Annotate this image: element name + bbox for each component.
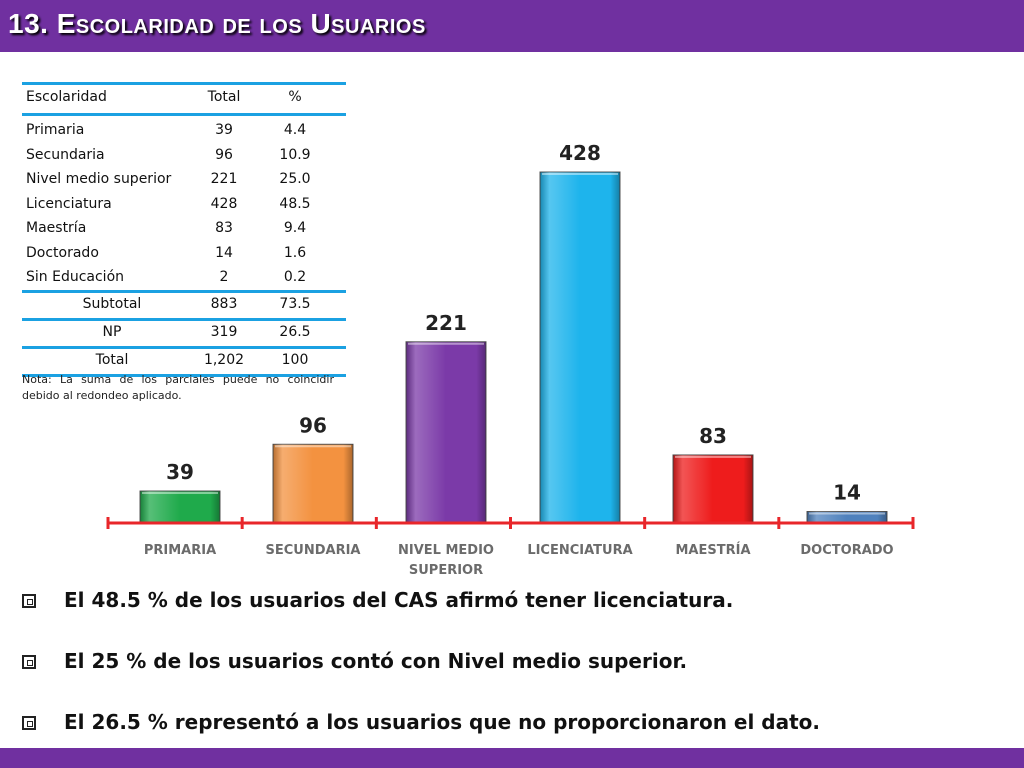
- table-cell-label: Doctorado: [26, 244, 99, 261]
- bar-bevel: [673, 454, 753, 523]
- bar-highlight: [142, 492, 218, 495]
- data-label: 39: [166, 460, 194, 484]
- table-cell-pct: 100: [281, 351, 309, 368]
- page-title: 13. Escolaridad de los Usuarios: [8, 8, 426, 39]
- bar-chart: 39 PRIMARIA 96 SECUNDARIA 221 NIVEL MEDIO SUPE…: [106, 141, 915, 578]
- bottom-bar: [0, 748, 1024, 768]
- table-cell-pct: 26.5: [279, 323, 311, 340]
- table-cell-pct: 73.5: [279, 295, 311, 312]
- table-summary-row: NP 319 26.5: [22, 317, 346, 346]
- table-cell-total: 14: [215, 244, 233, 261]
- category-label: DOCTORADO: [800, 543, 893, 558]
- table-cell-total: 319: [210, 323, 238, 340]
- table-row: Licenciatura 428 48.5: [22, 192, 346, 217]
- bar-highlight: [542, 173, 618, 175]
- table-row: Maestría 83 9.4: [22, 216, 346, 241]
- table-row: Secundaria 96 10.9: [22, 143, 346, 168]
- table-cell-total: 428: [210, 195, 238, 212]
- bullet-text: El 25 % de los usuarios contó con Nivel …: [64, 649, 688, 673]
- table-cell-label: Maestría: [26, 220, 87, 236]
- table-header-percent: %: [288, 89, 302, 105]
- data-label: 96: [299, 413, 327, 437]
- bar-bevel: [140, 491, 220, 523]
- table-cell-total: 2: [219, 269, 229, 285]
- table-cell-total: 39: [215, 122, 233, 138]
- education-table: Escolaridad Total % Primaria 39 4.4 Secu…: [22, 82, 346, 377]
- data-label: 83: [699, 424, 727, 448]
- table-cell-label: Subtotal: [82, 295, 142, 312]
- table-cell-total: 1,202: [203, 351, 245, 368]
- table-cell-pct: 25.0: [279, 171, 311, 187]
- category-label: MAESTRÍA: [675, 542, 750, 558]
- title-bar: 13. Escolaridad de los Usuarios: [0, 0, 1024, 52]
- bar-bevel: [807, 511, 887, 523]
- table-header-total: Total: [207, 89, 241, 105]
- table-note: Nota: La suma de los parciales puede no …: [22, 373, 334, 402]
- table-cell-label: Primaria: [26, 122, 85, 138]
- checkbox-bullet-icon: [22, 716, 36, 730]
- category-label: PRIMARIA: [144, 543, 216, 558]
- table-cell-label: Secundaria: [26, 146, 105, 163]
- table-header-escolaridad: Escolaridad: [26, 89, 107, 105]
- bar-bevel: [406, 341, 486, 523]
- checkbox-bullet-icon: [22, 594, 36, 608]
- table-summary-row: Total 1,202 100: [22, 345, 346, 377]
- data-label: 14: [833, 481, 861, 505]
- checkbox-bullet-icon: [22, 655, 36, 669]
- table-cell-pct: 1.6: [283, 244, 307, 261]
- bar-highlight: [809, 512, 885, 515]
- table-cell-pct: 9.4: [283, 220, 307, 236]
- table-cell-total: 96: [215, 146, 233, 163]
- table-cell-pct: 0.2: [283, 269, 307, 285]
- category-label: LICENCIATURA: [527, 543, 632, 558]
- table-cell-pct: 4.4: [283, 122, 307, 138]
- table-cell-total: 883: [210, 295, 238, 312]
- bar-highlight: [675, 455, 751, 458]
- bullet-text: El 48.5 % de los usuarios del CAS afirmó…: [64, 588, 734, 612]
- table-cell-pct: 10.9: [279, 146, 311, 163]
- bar-highlight: [275, 445, 351, 448]
- category-label: SECUNDARIA: [266, 543, 361, 558]
- bullet-text: El 26.5 % representó a los usuarios que …: [64, 710, 821, 734]
- table-cell-label: Licenciatura: [26, 195, 112, 212]
- table-cell-label: NP: [102, 323, 122, 340]
- table-cell-label: Nivel medio superior: [26, 171, 172, 187]
- table-row: Primaria 39 4.4: [22, 118, 346, 143]
- table-summary-row: Subtotal 883 73.5: [22, 289, 346, 318]
- data-label: 221: [425, 311, 467, 335]
- data-label: 428: [559, 141, 601, 165]
- bar-highlight: [408, 342, 484, 345]
- table-cell-pct: 48.5: [279, 195, 311, 212]
- bar-bevel: [273, 444, 353, 523]
- table-cell-label: Total: [95, 351, 129, 368]
- table-cell-label: Sin Educación: [26, 269, 125, 285]
- category-label: SUPERIOR: [409, 563, 483, 578]
- table-row: Nivel medio superior 221 25.0: [22, 167, 346, 192]
- table-cell-total: 221: [210, 171, 238, 187]
- table-header-row: Escolaridad Total %: [22, 82, 346, 116]
- table-row: Sin Educación 2 0.2: [22, 265, 346, 290]
- table-row: Doctorado 14 1.6: [22, 241, 346, 266]
- table-cell-total: 83: [215, 220, 233, 236]
- bar-bevel: [540, 172, 620, 523]
- category-label: NIVEL MEDIO: [398, 543, 494, 558]
